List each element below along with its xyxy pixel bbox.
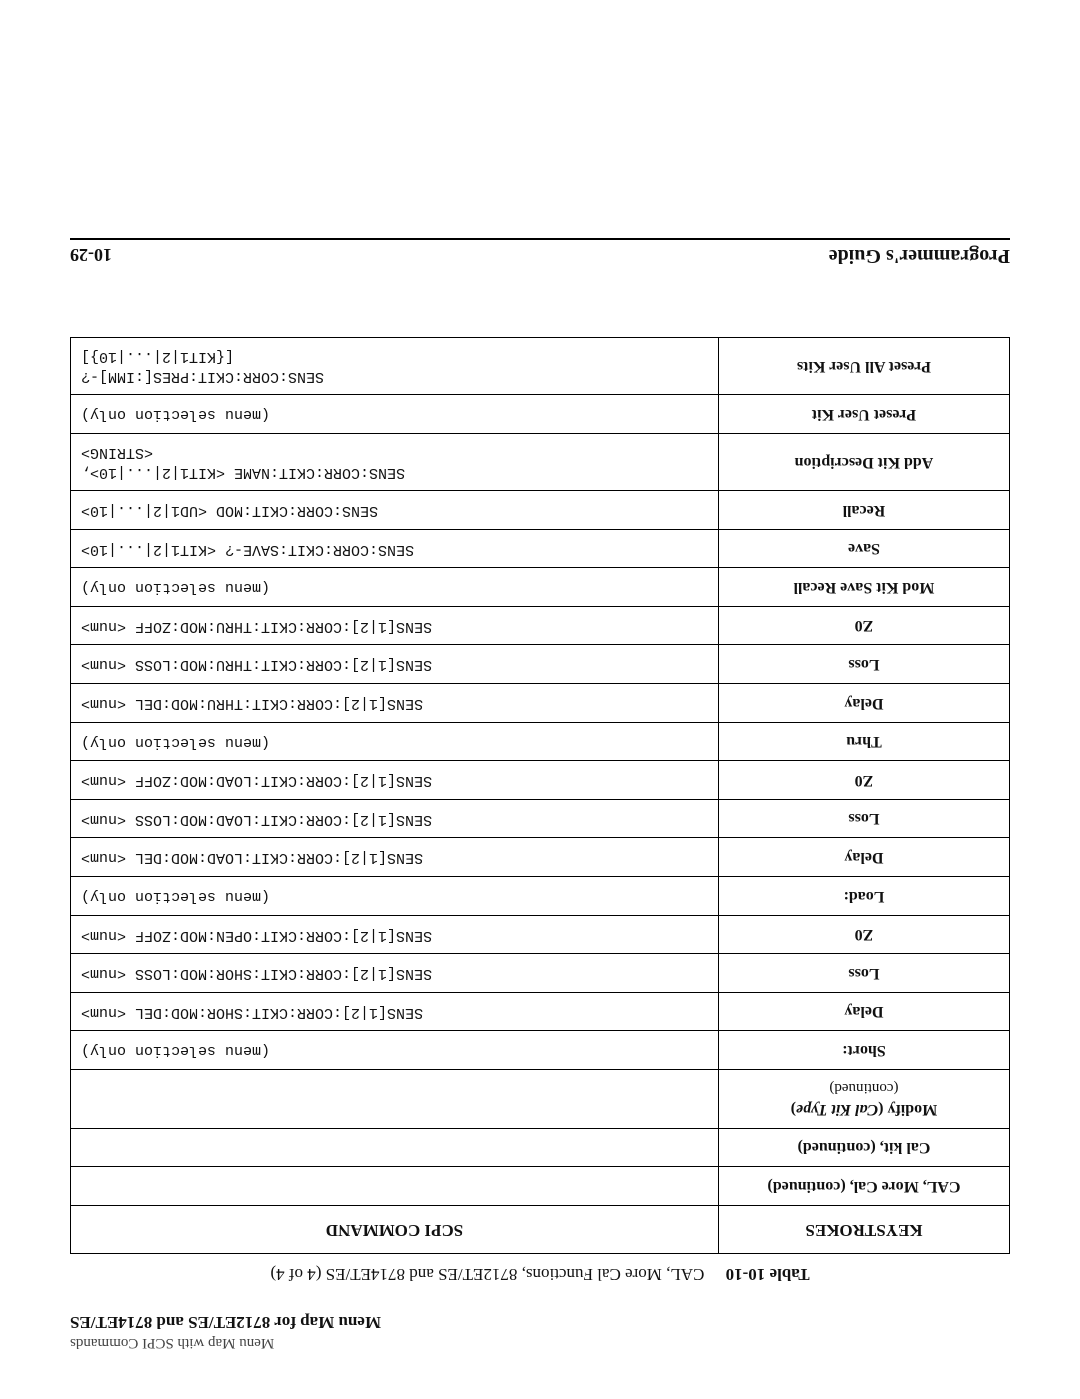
scpi-table: KEYSTROKES SCPI COMMAND CAL, More Cal, (… (70, 337, 1010, 1254)
keystroke-cell: Loss (718, 954, 1009, 993)
scpi-command-cell: (menu selection only) (71, 395, 719, 434)
table-row: LossSENS[1|2]:CORR:CKIT:THRU:MOD:LOSS <n… (71, 645, 1010, 684)
table-row: DelaySENS[1|2]:CORR:CKIT:THRU:MOD:DEL <n… (71, 684, 1010, 723)
keystroke-cell: Save (718, 529, 1009, 568)
table-row: SaveSENS:CORR:CKIT:SAVE-? <KIT1|2|...|10… (71, 529, 1010, 568)
scpi-command-cell: SENS[1|2]:CORR:CKIT:LOAD:MOD:ZOFF <num> (71, 761, 719, 800)
table-row: LossSENS[1|2]:CORR:CKIT:LOAD:MOD:LOSS <n… (71, 799, 1010, 838)
scpi-command-cell: (menu selection only) (71, 1031, 719, 1070)
keystroke-cell: Modify (Cal Kit Type)(continued) (718, 1070, 1009, 1129)
keystroke-cell: Preset User Kit (718, 395, 1009, 434)
table-row: Z0SENS[1|2]:CORR:CKIT:THRU:MOD:ZOFF <num… (71, 606, 1010, 645)
table-head-keystrokes: KEYSTROKES (718, 1206, 1009, 1254)
scpi-command-cell: SENS[1|2]:CORR:CKIT:THRU:MOD:ZOFF <num> (71, 606, 719, 645)
keystroke-cell: Z0 (718, 915, 1009, 954)
scpi-command-cell (71, 1070, 719, 1129)
keystroke-cell: Load: (718, 877, 1009, 916)
keystroke-cell: Loss (718, 645, 1009, 684)
table-row: Modify (Cal Kit Type)(continued) (71, 1070, 1010, 1129)
keystroke-cell: Loss (718, 799, 1009, 838)
scpi-command-cell: SENS:CORR:CKIT:NAME <KIT1|2|...|10>, <ST… (71, 433, 719, 491)
table-caption-text: CAL, More Cal Functions, 8712ET/ES and 8… (270, 1265, 704, 1284)
table-row: Short:(menu selection only) (71, 1031, 1010, 1070)
scpi-command-cell: SENS:CORR:CKIT:PRES[:IMM]-? [{KIT1|2|...… (71, 337, 719, 395)
keystroke-cell: Z0 (718, 606, 1009, 645)
running-head-bold: Menu Map for 8712ET/ES and 8714ET/ES (70, 1312, 1010, 1332)
keystroke-cell: Cal kit, (continued) (718, 1128, 1009, 1167)
keystroke-cell: Delay (718, 992, 1009, 1031)
keystroke-cell: CAL, More Cal, (continued) (718, 1167, 1009, 1206)
scpi-command-cell: SENS[1|2]:CORR:CKIT:SHOR:MOD:DEL <num> (71, 992, 719, 1031)
scpi-command-cell: SENS[1|2]:CORR:CKIT:OPEN:MOD:ZOFF <num> (71, 915, 719, 954)
table-row: Thru(menu selection only) (71, 722, 1010, 761)
scpi-command-cell: (menu selection only) (71, 877, 719, 916)
running-head-small: Menu Map with SCPI Commands (70, 1334, 1010, 1351)
keystroke-cell: Add Kit Description (718, 433, 1009, 491)
table-row: Preset All User KitsSENS:CORR:CKIT:PRES[… (71, 337, 1010, 395)
scpi-command-cell (71, 1128, 719, 1167)
scanned-page: Menu Map with SCPI Commands Menu Map for… (0, 0, 1080, 1399)
scpi-command-cell: SENS[1|2]:CORR:CKIT:LOAD:MOD:LOSS <num> (71, 799, 719, 838)
scpi-command-cell: SENS:CORR:CKIT:SAVE-? <KIT1|2|...|10> (71, 529, 719, 568)
table-row: DelaySENS[1|2]:CORR:CKIT:SHOR:MOD:DEL <n… (71, 992, 1010, 1031)
table-row: RecallSENS:CORR:CKIT:MOD <UD1|2|...|10> (71, 491, 1010, 530)
sheet: Menu Map with SCPI Commands Menu Map for… (0, 0, 1080, 1399)
table-row: DelaySENS[1|2]:CORR:CKIT:LOAD:MOD:DEL <n… (71, 838, 1010, 877)
table-row: Cal kit, (continued) (71, 1128, 1010, 1167)
keystroke-cell: Recall (718, 491, 1009, 530)
scpi-command-cell: SENS[1|2]:CORR:CKIT:THRU:MOD:LOSS <num> (71, 645, 719, 684)
table-row: Z0SENS[1|2]:CORR:CKIT:OPEN:MOD:ZOFF <num… (71, 915, 1010, 954)
keystroke-cell: Preset All User Kits (718, 337, 1009, 395)
scpi-command-cell: SENS[1|2]:CORR:CKIT:THRU:MOD:DEL <num> (71, 684, 719, 723)
table-row: LossSENS[1|2]:CORR:CKIT:SHOR:MOD:LOSS <n… (71, 954, 1010, 993)
scpi-command-cell: SENS[1|2]:CORR:CKIT:LOAD:MOD:DEL <num> (71, 838, 719, 877)
scpi-command-cell: SENS:CORR:CKIT:MOD <UD1|2|...|10> (71, 491, 719, 530)
scpi-command-cell: SENS[1|2]:CORR:CKIT:SHOR:MOD:LOSS <num> (71, 954, 719, 993)
table-label: Table 10-10 (726, 1265, 810, 1284)
table-head-scpi: SCPI COMMAND (71, 1206, 719, 1254)
table-row: Z0SENS[1|2]:CORR:CKIT:LOAD:MOD:ZOFF <num… (71, 761, 1010, 800)
scpi-command-cell: (menu selection only) (71, 568, 719, 607)
keystroke-cell: Mod Kit Save Recall (718, 568, 1009, 607)
table-row: Add Kit DescriptionSENS:CORR:CKIT:NAME <… (71, 433, 1010, 491)
table-body: CAL, More Cal, (continued)Cal kit, (cont… (71, 337, 1010, 1206)
keystroke-cell: Delay (718, 838, 1009, 877)
keystroke-cell: Delay (718, 684, 1009, 723)
table-row: Mod Kit Save Recall(menu selection only) (71, 568, 1010, 607)
keystroke-cell: Short: (718, 1031, 1009, 1070)
scpi-command-cell (71, 1167, 719, 1206)
table-head-row: KEYSTROKES SCPI COMMAND (71, 1206, 1010, 1254)
keystroke-cell: Thru (718, 722, 1009, 761)
scpi-command-cell: (menu selection only) (71, 722, 719, 761)
footer-page-number: 10-29 (70, 244, 112, 265)
table-row: CAL, More Cal, (continued) (71, 1167, 1010, 1206)
table-row: Preset User Kit(menu selection only) (71, 395, 1010, 434)
table-caption: Table 10-10 CAL, More Cal Functions, 871… (70, 1264, 1010, 1284)
table-row: Load:(menu selection only) (71, 877, 1010, 916)
page-footer: Programmer's Guide 10-29 (70, 238, 1010, 267)
keystroke-cell: Z0 (718, 761, 1009, 800)
footer-title: Programmer's Guide (829, 244, 1010, 267)
